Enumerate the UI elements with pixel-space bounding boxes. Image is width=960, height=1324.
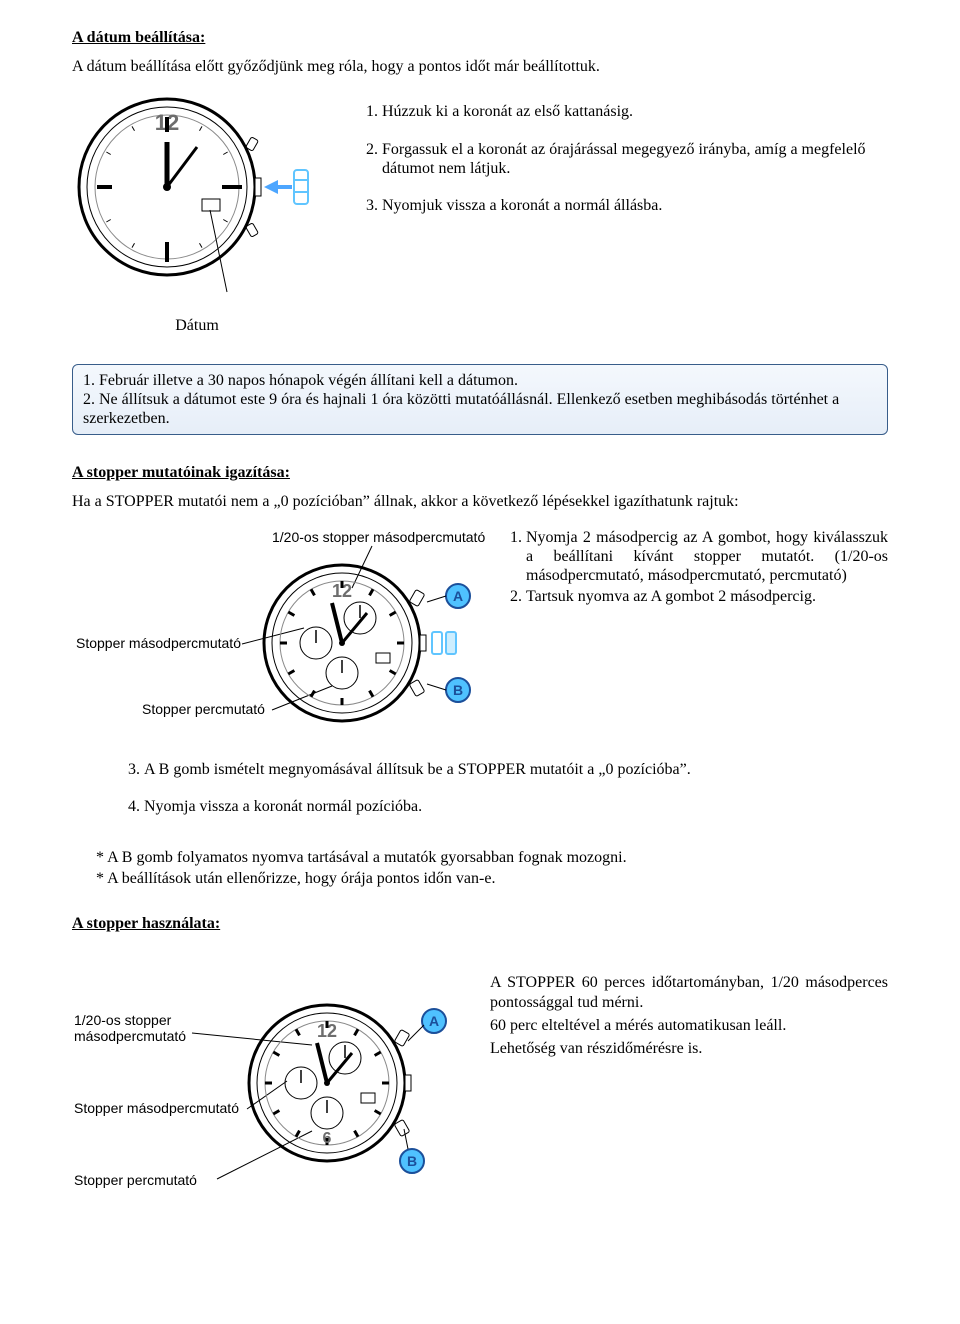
- adjust-step-3: A B gomb ismételt megnyomásával állítsuk…: [144, 760, 888, 779]
- date-steps: Húzzuk ki a koronát az első kattanásig. …: [358, 92, 888, 233]
- date-step-2: Forgassuk el a koronát az órajárással me…: [382, 140, 888, 178]
- stopper-use-p3: Lehetőség van részidőmérésre is.: [490, 1039, 888, 1058]
- stopper-use-p2: 60 perc elteltével a mérés automatikusan…: [490, 1016, 888, 1035]
- chrono2-label-left1b: másodpercmutató: [74, 1028, 186, 1044]
- stopper-note-2: * A beállítások után ellenőrizze, hogy ó…: [96, 869, 888, 888]
- chrono2-label-left1a: 1/20-os stopper: [74, 1012, 172, 1028]
- stopper-use-title: A stopper használata:: [72, 914, 888, 933]
- chrono1-badge-b: B: [453, 682, 463, 698]
- adjust-step-4: Nyomja vissza a koronát normál pozícióba…: [144, 797, 888, 816]
- chrono2-label-bottom: Stopper percmutató: [74, 1172, 197, 1188]
- stopper-use-row: 1/20-os stopper másodpercmutató Stopper …: [72, 963, 888, 1193]
- stopper-adjust-intro: Ha a STOPPER mutatói nem a „0 pozícióban…: [72, 492, 888, 511]
- chrono1-label-top: 1/20-os stopper másodpercmutató: [272, 529, 485, 545]
- date-setting-title: A dátum beállítása:: [72, 28, 888, 47]
- chrono2-badge-b: B: [407, 1153, 417, 1169]
- stopper-use-p1: A STOPPER 60 perces időtartományban, 1/2…: [490, 973, 888, 1011]
- info-line-1: 1. Február illetve a 30 napos hónapok vé…: [83, 371, 877, 390]
- date-figure-label: Dátum: [72, 316, 322, 335]
- chrono1-badge-a: A: [453, 588, 463, 604]
- chrono1-label-left1: Stopper másodpercmutató: [76, 635, 241, 651]
- date-watch-figure: 12: [72, 92, 322, 335]
- chrono2-label-left2: Stopper másodpercmutató: [74, 1100, 239, 1116]
- info-box: 1. Február illetve a 30 napos hónapok vé…: [72, 364, 888, 436]
- stopper-use-text: A STOPPER 60 perces időtartományban, 1/2…: [490, 963, 888, 1062]
- chrono2-badge-a: A: [429, 1013, 439, 1029]
- stopper-notes: * A B gomb folyamatos nyomva tartásával …: [72, 848, 888, 888]
- date-step-3: Nyomjuk vissza a koronát a normál állásb…: [382, 196, 888, 215]
- date-watch-svg: 12: [72, 92, 322, 312]
- stopper-adjust-row: 1/20-os stopper másodpercmutató Stopper …: [72, 528, 888, 889]
- stopper-adjust-title: A stopper mutatóinak igazítása:: [72, 463, 888, 482]
- page: A dátum beállítása: A dátum beállítása e…: [0, 0, 960, 1217]
- date-setting-intro: A dátum beállítása előtt győződjünk meg …: [72, 57, 888, 76]
- chrono1-label-left2: Stopper percmutató: [142, 701, 265, 717]
- date-step-1: Húzzuk ki a koronát az első kattanásig.: [382, 102, 888, 121]
- stopper-note-1: * A B gomb folyamatos nyomva tartásával …: [96, 848, 888, 867]
- chrono-figure-2: 1/20-os stopper másodpercmutató Stopper …: [72, 963, 462, 1193]
- svg-text:6: 6: [323, 1130, 332, 1147]
- chrono1-svg: 1/20-os stopper másodpercmutató Stopper …: [72, 528, 492, 758]
- chrono-figure-1: 1/20-os stopper másodpercmutató Stopper …: [72, 528, 492, 758]
- date-setting-row: 12: [72, 92, 888, 335]
- chrono2-svg: 1/20-os stopper másodpercmutató Stopper …: [72, 963, 462, 1193]
- info-line-2: 2. Ne állítsuk a dátumot este 9 óra és h…: [83, 390, 877, 428]
